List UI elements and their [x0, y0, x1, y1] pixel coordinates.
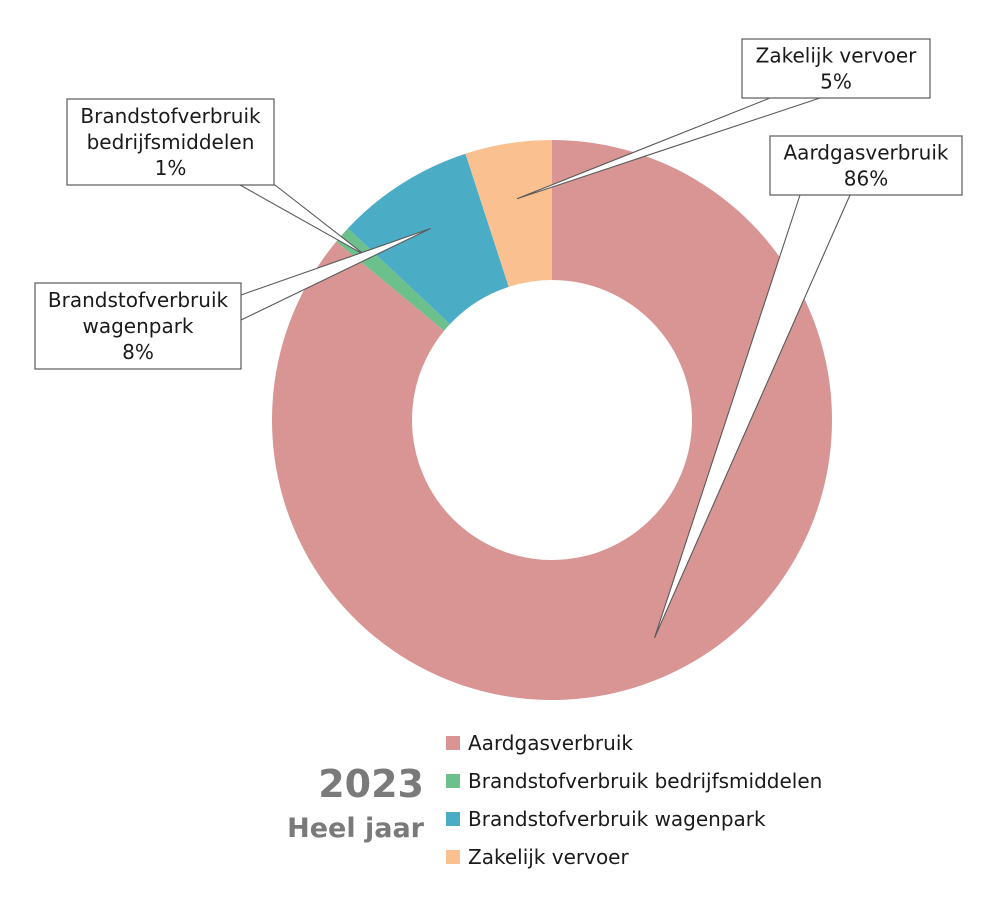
period-label: Heel jaar	[287, 813, 425, 844]
slice-1	[271, 140, 832, 700]
data-label-callouts: Aardgasverbruik86%Brandstofverbruikbedri…	[34, 38, 963, 370]
legend-label-1: Aardgasverbruik	[468, 731, 633, 755]
callout-label: 86%	[844, 167, 888, 191]
slice-4	[465, 140, 552, 287]
callout-label: Brandstofverbruik	[80, 104, 261, 128]
callout-label: Zakelijk vervoer	[756, 44, 917, 68]
legend-swatch-4	[446, 850, 460, 864]
legend-label-3: Brandstofverbruik wagenpark	[468, 807, 766, 831]
callout-label: 1%	[155, 156, 187, 180]
slice-3	[347, 153, 509, 325]
callout-box-4	[741, 38, 931, 99]
donut-slices	[271, 140, 832, 700]
callout-box-3	[34, 282, 242, 370]
legend-label-2: Brandstofverbruik bedrijfsmiddelen	[468, 769, 822, 793]
callout-label: 5%	[820, 70, 852, 94]
legend-swatch-2	[446, 774, 460, 788]
callout-box-2	[66, 98, 275, 186]
year-label: 2023	[318, 762, 424, 806]
legend-swatch-1	[446, 736, 460, 750]
callout-label: Brandstofverbruik	[48, 288, 229, 312]
callout-box-1	[769, 135, 963, 196]
chart-legend: Aardgasverbruik Brandstofverbruik bedrijf…	[446, 731, 822, 869]
callout-label: 8%	[122, 340, 154, 364]
callout-label: bedrijfsmiddelen	[87, 130, 255, 154]
legend-label-4: Zakelijk vervoer	[468, 845, 629, 869]
callout-label: Aardgasverbruik	[784, 141, 949, 165]
legend-swatch-3	[446, 812, 460, 826]
callout-label: wagenpark	[82, 314, 193, 338]
callout-leader-2	[237, 184, 366, 256]
